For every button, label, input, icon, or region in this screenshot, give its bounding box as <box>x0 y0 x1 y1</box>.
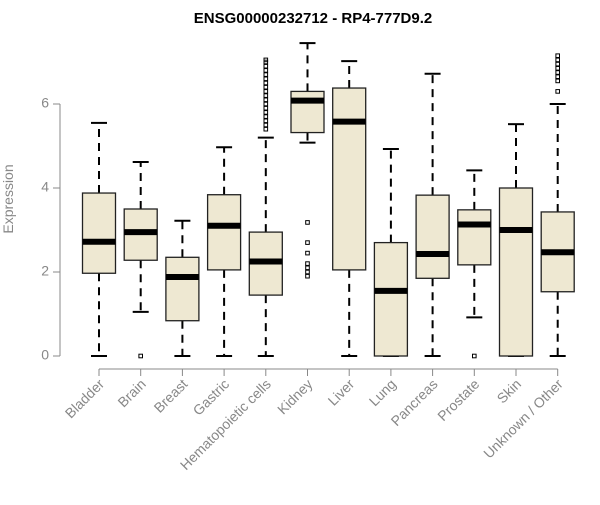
outlier-point <box>263 114 269 119</box>
outlier-point <box>555 61 561 67</box>
outlier-point <box>263 80 269 86</box>
outlier-point <box>472 353 477 359</box>
box-lung <box>373 241 409 357</box>
box-bladder <box>81 192 117 274</box>
outlier-point <box>263 126 269 132</box>
box-gastric <box>206 194 242 271</box>
x-tick-label: Lung <box>366 376 399 409</box>
outlier-point <box>263 93 269 98</box>
outlier-point <box>263 63 269 69</box>
x-tick-label: Skin <box>494 376 525 407</box>
outlier-point <box>263 118 269 124</box>
x-tick-label: Breast <box>151 376 191 416</box>
y-tick-label: 4 <box>41 179 49 195</box>
outlier-point <box>305 269 310 275</box>
box-pancreas <box>415 194 450 279</box>
outlier-point <box>305 273 310 279</box>
outlier-point <box>138 353 143 359</box>
outlier-point <box>305 240 310 245</box>
outlier-point <box>263 110 269 115</box>
outlier-point <box>263 68 269 73</box>
outlier-point <box>305 220 310 225</box>
outlier-point <box>263 105 269 111</box>
y-tick-label: 0 <box>41 347 49 363</box>
y-axis-title: Expression <box>0 164 16 233</box>
x-tick-label: Bladder <box>62 376 108 422</box>
x-tick-label: Brain <box>114 376 148 410</box>
x-tick-label: Unknown / Other <box>480 376 566 462</box>
outlier-point <box>263 57 269 63</box>
outlier-point <box>305 250 310 256</box>
x-tick-label: Liver <box>325 376 358 409</box>
box-liver <box>332 87 367 271</box>
outlier-point <box>555 53 561 59</box>
outlier-point <box>263 76 269 82</box>
outlier-point <box>555 89 561 94</box>
outlier-point <box>555 57 561 63</box>
outlier-point <box>555 66 561 71</box>
outlier-point <box>263 84 269 90</box>
outlier-point <box>263 89 269 94</box>
box-prostate <box>457 209 492 266</box>
outlier-point <box>555 78 561 84</box>
outlier-point <box>263 122 269 128</box>
outlier-point <box>263 97 269 103</box>
box-skin <box>498 187 534 357</box>
outlier-point <box>555 70 561 75</box>
box-breast <box>165 256 200 322</box>
chart-title: ENSG00000232712 - RP4-777D9.2 <box>194 10 433 27</box>
box-kidney <box>290 90 325 134</box>
y-tick-label: 2 <box>41 263 49 279</box>
outlier-point <box>305 261 310 266</box>
x-tick-label: Prostate <box>434 376 482 424</box>
outlier-point <box>555 74 561 80</box>
outlier-point <box>263 72 269 77</box>
outlier-point <box>305 265 310 271</box>
x-tick-label: Kidney <box>274 376 316 418</box>
y-tick-label: 6 <box>41 95 49 111</box>
outlier-point <box>263 101 269 107</box>
